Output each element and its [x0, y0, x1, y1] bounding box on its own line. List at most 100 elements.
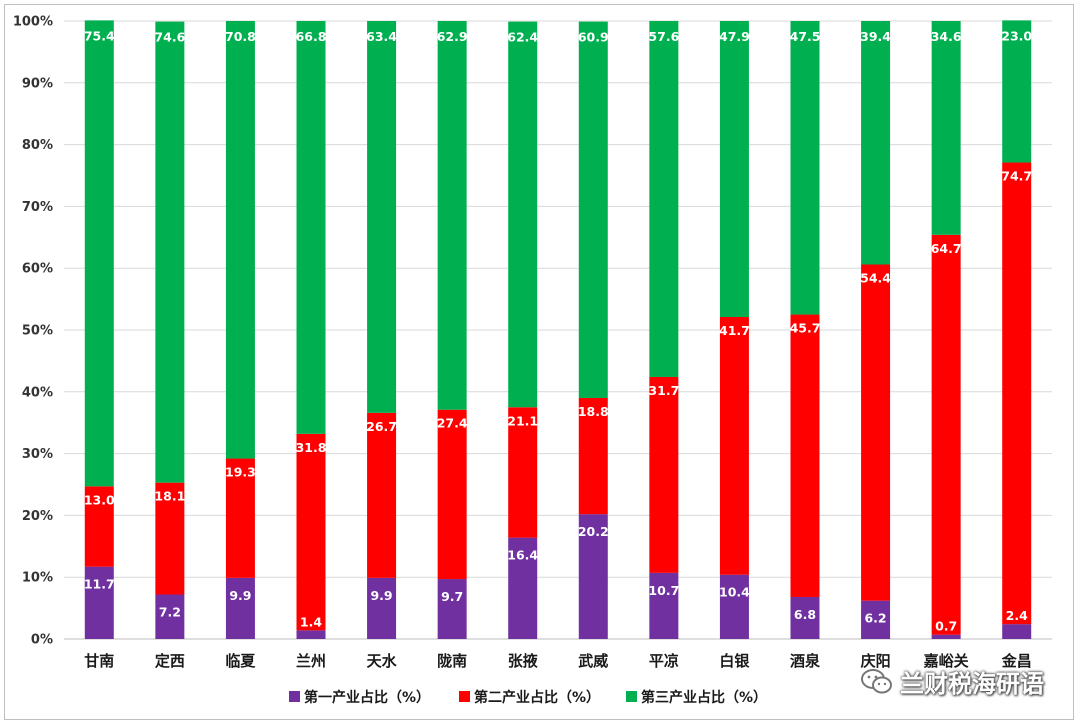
data-label: 1.4 — [300, 614, 322, 629]
x-category-label: 平凉 — [649, 652, 679, 670]
bar-segment — [437, 579, 467, 639]
data-label: 54.4 — [860, 270, 891, 285]
bar-segment — [649, 376, 679, 573]
bar-segment — [508, 537, 538, 639]
bar-segment — [1002, 20, 1032, 163]
bar-segment — [719, 21, 749, 318]
y-tick-label: 30% — [22, 447, 53, 462]
data-label: 20.2 — [578, 524, 609, 539]
x-category-label: 天水 — [367, 652, 398, 670]
bar-segment — [155, 21, 185, 483]
y-tick-label: 10% — [22, 571, 53, 586]
bar-segment — [1002, 162, 1032, 625]
bar-segment — [790, 314, 820, 597]
bar-segment — [578, 21, 608, 398]
bar-segment — [790, 596, 820, 639]
bar-segment — [367, 412, 397, 578]
y-tick-label: 70% — [22, 200, 53, 215]
data-label: 63.4 — [366, 29, 397, 44]
bar-segment — [508, 21, 538, 408]
x-category-label: 陇南 — [437, 652, 467, 670]
bar-segment — [296, 433, 326, 631]
data-label: 2.4 — [1006, 608, 1028, 623]
bar-segment — [719, 317, 749, 575]
data-label: 66.8 — [296, 29, 327, 44]
y-axis-ticks: 0% 10% 20% 30% 40% 50% 60% 70% 80% 90% 100% — [13, 15, 53, 648]
bar-segment — [84, 20, 114, 487]
y-tick-label: 0% — [31, 633, 53, 648]
data-label: 18.1 — [154, 489, 185, 504]
x-category-label: 白银 — [719, 652, 750, 670]
data-label: 70.8 — [225, 29, 256, 44]
y-tick-label: 60% — [22, 262, 53, 277]
bar-segment — [649, 21, 679, 377]
x-category-label: 张掖 — [508, 652, 539, 670]
data-label: 21.1 — [507, 413, 538, 428]
data-label: 62.9 — [437, 29, 468, 44]
x-category-label: 甘南 — [84, 652, 114, 670]
wechat-icon — [861, 668, 892, 693]
bar-segment — [1002, 624, 1032, 639]
bar-segment — [84, 486, 114, 567]
legend: 第一产业占比（%） 第二产业占比（%） 第三产业占比（%） — [289, 689, 767, 706]
bar-segment — [578, 514, 608, 639]
data-label: 62.4 — [507, 30, 538, 45]
bar-segment — [931, 234, 961, 635]
bar-segment — [155, 482, 185, 595]
bar-segment — [790, 21, 820, 315]
data-label: 64.7 — [931, 241, 962, 256]
data-label: 47.9 — [719, 29, 750, 44]
watermark: 兰财税海研语 — [860, 664, 1044, 699]
bar-segment — [296, 630, 326, 639]
x-category-label: 武威 — [578, 652, 608, 670]
bar-segment — [84, 566, 114, 639]
bar-segment — [437, 409, 467, 580]
data-label: 23.0 — [1001, 28, 1032, 43]
data-label: 7.2 — [159, 605, 181, 620]
data-label: 13.0 — [84, 492, 115, 507]
data-label: 31.7 — [648, 383, 679, 398]
chart-frame — [4, 4, 1074, 720]
y-tick-label: 90% — [22, 76, 53, 91]
data-label: 39.4 — [860, 29, 891, 44]
legend-swatch — [289, 691, 300, 702]
y-tick-label: 80% — [22, 138, 53, 153]
bar-segment — [367, 21, 397, 413]
legend-label: 第二产业占比（%） — [474, 689, 600, 706]
legend-label: 第一产业占比（%） — [304, 689, 430, 706]
data-label: 10.4 — [719, 585, 750, 600]
x-category-label: 金昌 — [1001, 652, 1032, 670]
bar-segment — [296, 21, 326, 434]
data-label: 9.9 — [370, 588, 392, 603]
data-label: 47.5 — [790, 29, 821, 44]
x-category-label: 定西 — [155, 652, 185, 670]
bar-segment — [508, 407, 538, 538]
x-category-label: 酒泉 — [790, 652, 821, 670]
bar-segment — [578, 397, 608, 515]
bar-segment — [861, 264, 891, 601]
bar-segment — [931, 21, 961, 235]
x-category-label: 嘉峪关 — [923, 652, 969, 670]
data-label: 74.6 — [154, 30, 185, 45]
x-axis-categories: 甘南 定西 临夏 兰州 天水 陇南 张掖 武威 平凉 白银 酒泉 庆阳 嘉峪关 金昌 — [84, 652, 1031, 670]
y-tick-label: 100% — [13, 15, 53, 30]
data-label: 31.8 — [296, 440, 327, 455]
data-label: 0.7 — [935, 619, 957, 634]
gridlines — [64, 20, 1052, 640]
bar-segment — [225, 577, 255, 639]
y-tick-label: 20% — [22, 509, 53, 524]
bar-segment — [367, 577, 397, 639]
y-tick-label: 40% — [22, 385, 53, 400]
bar-segment — [225, 21, 255, 459]
data-label: 11.7 — [84, 577, 115, 592]
data-label: 57.6 — [648, 29, 679, 44]
data-label: 19.3 — [225, 465, 256, 480]
data-label: 60.9 — [578, 30, 609, 45]
data-label: 41.7 — [719, 323, 750, 338]
watermark-text: 兰财税海研语 — [900, 670, 1044, 698]
bar-segment — [861, 600, 891, 639]
data-label: 6.2 — [864, 611, 886, 626]
bar-segment — [719, 574, 749, 639]
data-label: 10.7 — [648, 583, 679, 598]
